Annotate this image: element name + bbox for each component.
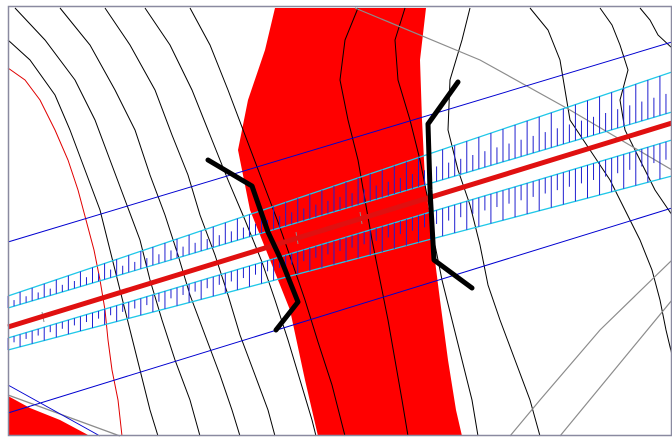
slope-top-line (7, 71, 672, 297)
offset-line (7, 384, 101, 437)
offset-line (7, 41, 672, 243)
offset-line (7, 207, 672, 414)
grey-line-descending (509, 259, 672, 437)
river-polygon-small (8, 396, 90, 436)
contour-line (104, 7, 276, 437)
grey-line-steep (559, 299, 672, 437)
contour-line (59, 7, 241, 437)
offset-lines (7, 41, 672, 437)
contour-line (599, 7, 672, 216)
contour-line (144, 7, 317, 437)
contour-line (447, 7, 541, 437)
embankment-slopes (7, 71, 672, 351)
embankment-slope-lower (7, 139, 672, 351)
contour-line (189, 7, 346, 437)
abutment-left (205, 157, 301, 333)
contour-line (529, 7, 672, 356)
contour-line (7, 39, 159, 437)
abutment-right (425, 79, 475, 291)
boundary-red-line (7, 67, 123, 437)
contour-line (14, 7, 201, 437)
embankment-slope-upper (7, 71, 672, 309)
contour-line (339, 7, 409, 437)
road-centerline (7, 120, 672, 330)
contour-line (639, 7, 672, 49)
slope-top-line (7, 175, 672, 351)
road-centerline-layer (7, 120, 672, 330)
bridge-abutments (205, 79, 475, 333)
